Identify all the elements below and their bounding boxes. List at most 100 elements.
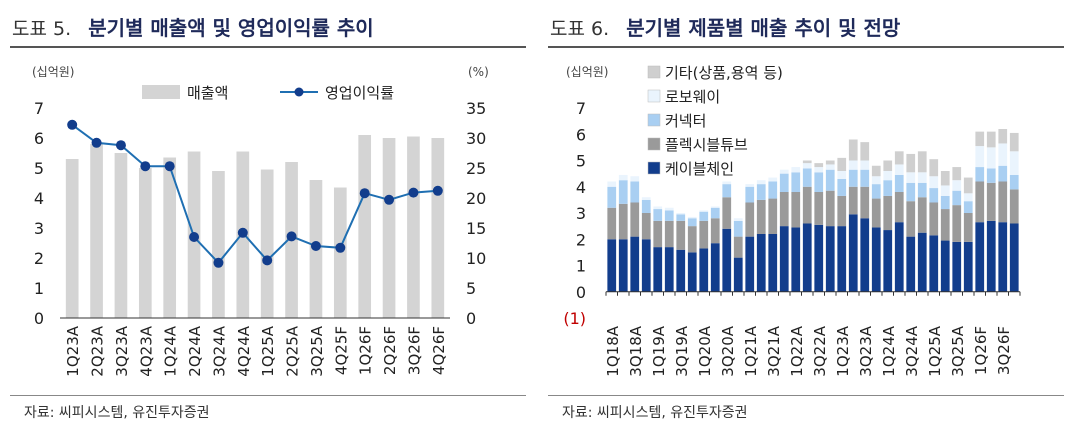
- stacked-segment: [917, 197, 927, 233]
- stacked-segment: [676, 214, 686, 221]
- stacked-segment: [607, 207, 617, 240]
- legend-label: 로보웨이: [665, 88, 720, 106]
- stacked-segment: [906, 182, 916, 202]
- legend-label: 케이블체인: [665, 160, 734, 178]
- stacked-segment: [722, 184, 732, 198]
- figure-5-source: 자료: 씨피시스템, 유진투자증권: [24, 405, 210, 421]
- stacked-segment: [871, 227, 881, 292]
- right-axis-tick: 35: [466, 99, 486, 118]
- revenue-bar: [358, 135, 372, 318]
- operating-margin-point: [115, 140, 126, 151]
- stacked-segment: [779, 226, 789, 292]
- stacked-segment: [791, 167, 801, 173]
- stacked-segment: [998, 222, 1008, 292]
- left-axis-tick: 1: [34, 279, 44, 298]
- stacked-segment: [940, 171, 950, 186]
- legend-swatch: [647, 137, 661, 151]
- figure-5-label: 도표 5.: [12, 18, 72, 40]
- x-axis-tick: 2Q25A: [284, 325, 302, 376]
- stacked-segment: [963, 201, 973, 213]
- figure-6-title: 분기별 제품별 매출 추이 및 전망: [626, 16, 901, 40]
- stacked-segment: [860, 160, 870, 170]
- x-axis-tick: 2Q23A: [89, 325, 107, 376]
- x-axis-tick: 1Q19A: [650, 325, 668, 376]
- stacked-segment: [699, 220, 709, 249]
- stacked-segment: [802, 168, 812, 187]
- x-axis-tick: 1Q26F: [972, 326, 990, 375]
- stacked-segment: [756, 234, 766, 292]
- stacked-segment: [825, 226, 835, 292]
- revenue-bar: [431, 138, 445, 318]
- figure-5-title: 분기별 매출액 및 영업이익률 추이: [88, 16, 374, 40]
- revenue-bar: [407, 136, 420, 318]
- legend-margin-marker: [294, 87, 304, 97]
- stacked-segment: [940, 240, 950, 292]
- stacked-segment: [768, 234, 778, 292]
- stacked-segment: [975, 222, 985, 292]
- stacked-segment: [986, 182, 996, 221]
- stacked-segment: [986, 220, 996, 292]
- right-axis-tick: 15: [466, 219, 486, 238]
- stacked-segment: [618, 174, 628, 181]
- stacked-segment: [929, 235, 939, 292]
- stacked-segment: [848, 186, 858, 215]
- x-axis-tick: 3Q23A: [113, 325, 131, 376]
- stacked-segment: [630, 176, 640, 182]
- product-sales-chart: (십억원) (1) 0 1 2 3 4 5 6 7 1Q18A 3Q18A 1Q19A 3Q19A 1Q20…: [563, 64, 1021, 377]
- stacked-segment: [883, 195, 893, 231]
- stacked-segment: [848, 160, 858, 170]
- stacked-segment: [722, 181, 732, 185]
- stacked-segment: [998, 143, 1008, 166]
- stacked-segment: [917, 172, 927, 183]
- stacked-segment: [952, 180, 962, 191]
- stacked-segment: [745, 202, 755, 237]
- stacked-segment: [975, 131, 985, 147]
- right-axis-tick: 30: [466, 129, 486, 148]
- operating-margin-point: [384, 194, 395, 205]
- stacked-segment: [883, 171, 893, 181]
- x-axis-tick: 1Q21A: [742, 325, 760, 376]
- panel-figure-5: 도표 5. 분기별 매출액 및 영업이익률 추이 (십억원) (%) 0 1 2 3 4 5 6…: [10, 12, 526, 421]
- stacked-segment: [963, 177, 973, 194]
- legend-swatch: [647, 161, 661, 175]
- x-axis-tick: 1Q26F: [357, 326, 375, 375]
- x-axis-tick: 3Q25A: [308, 325, 326, 376]
- operating-margin-line: [71, 123, 438, 265]
- stacked-segment: [860, 186, 870, 219]
- stacked-segment: [756, 199, 766, 234]
- figure-5-header: 도표 5. 분기별 매출액 및 영업이익률 추이: [12, 12, 374, 42]
- stacked-segment: [917, 182, 927, 198]
- x-axis-tick: 3Q26F: [405, 326, 423, 375]
- stacked-segment: [814, 172, 824, 192]
- stacked-segment: [940, 209, 950, 241]
- operating-margin-point: [359, 188, 370, 199]
- stacked-segment: [768, 177, 778, 182]
- stacked-segment: [894, 222, 904, 292]
- revenue-bar: [90, 144, 103, 318]
- stacked-segment: [986, 131, 996, 148]
- stacked-segment: [710, 218, 720, 244]
- left-axis-tick: 0: [34, 309, 44, 328]
- stacked-segment: [802, 163, 812, 169]
- stacked-segment: [653, 247, 663, 292]
- stacked-segment: [894, 151, 904, 165]
- stacked-segment: [768, 181, 778, 199]
- stacked-segment: [952, 241, 962, 292]
- stacked-segment: [975, 181, 985, 223]
- x-axis-tick: 1Q23A: [834, 325, 852, 376]
- stacked-segment: [848, 214, 858, 292]
- x-axis-tick: 3Q26F: [995, 326, 1013, 375]
- legend-margin-label: 영업이익률: [325, 84, 394, 102]
- x-axis-tick: 1Q22A: [788, 325, 806, 376]
- stacked-segment: [733, 218, 743, 221]
- stacked-segment: [745, 236, 755, 292]
- stacked-segment: [837, 226, 847, 292]
- legend-revenue-label: 매출액: [187, 84, 228, 102]
- stacked-segment: [756, 180, 766, 185]
- revenue-bar: [163, 157, 177, 318]
- legend-label: 플렉시블튜브: [665, 136, 748, 154]
- source-divider: [548, 395, 1064, 396]
- stacked-segment: [722, 197, 732, 229]
- stacked-segment: [768, 198, 778, 234]
- stacked-segment: [641, 213, 651, 240]
